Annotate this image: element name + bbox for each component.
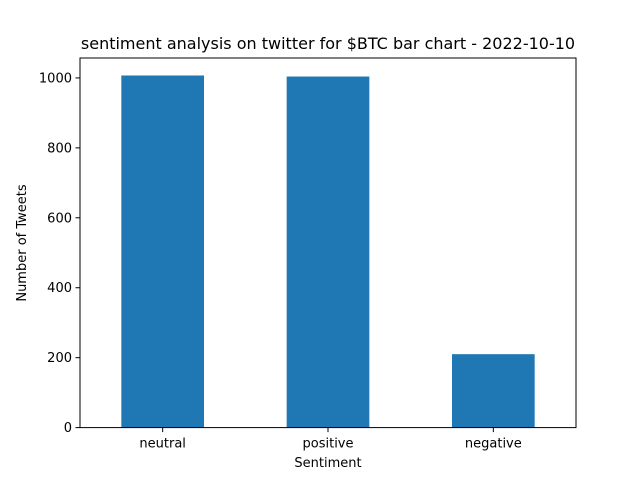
- y-tick-label-200: 200: [47, 351, 72, 366]
- x-tick-label-negative: negative: [465, 437, 522, 452]
- bar-positive: [286, 76, 370, 428]
- y-tick-label-0: 0: [64, 421, 72, 436]
- y-tick-label-1000: 1000: [39, 71, 72, 86]
- x-tick-label-neutral: neutral: [139, 437, 186, 452]
- x-axis-label: Sentiment: [294, 456, 361, 471]
- bars-group: [121, 75, 535, 428]
- y-axis: 0 200 400 600 800 1000: [39, 71, 80, 436]
- x-tick-label-positive: positive: [303, 437, 354, 452]
- x-axis: neutral positive negative: [139, 427, 522, 452]
- y-tick-label-400: 400: [47, 281, 72, 296]
- y-axis-label: Number of Tweets: [15, 184, 30, 302]
- bar-neutral: [121, 75, 204, 428]
- y-tick-label-800: 800: [47, 141, 72, 156]
- bar-negative: [452, 354, 535, 428]
- chart-title: sentiment analysis on twitter for $BTC b…: [81, 34, 575, 53]
- y-tick-label-600: 600: [47, 211, 72, 226]
